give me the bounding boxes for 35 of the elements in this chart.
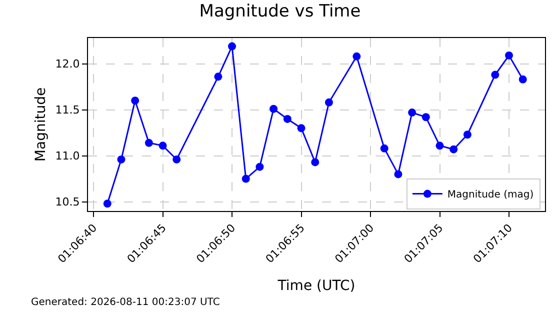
x-axis-title: Time (UTC) xyxy=(276,278,356,294)
point xyxy=(504,51,513,60)
point xyxy=(131,96,140,105)
point xyxy=(270,104,278,113)
point xyxy=(297,124,306,132)
y-tick-label: 10.5 xyxy=(55,196,80,209)
legend-label: Magnitude (mag) xyxy=(447,190,534,201)
point xyxy=(380,144,388,152)
point xyxy=(311,158,320,166)
point xyxy=(352,52,361,60)
point xyxy=(394,170,402,178)
point xyxy=(422,113,430,122)
point xyxy=(242,174,250,183)
point xyxy=(158,142,167,150)
y-tick-label: 11.5 xyxy=(55,104,80,117)
point xyxy=(518,75,527,84)
point xyxy=(324,98,333,106)
y-axis-title: Magnitude xyxy=(32,87,49,162)
point xyxy=(172,155,181,164)
chart-title: Magnitude vs Time xyxy=(199,2,361,22)
text: Generated: 2026-08-11 00:23:07 UTC xyxy=(31,297,220,308)
point xyxy=(256,162,264,171)
point xyxy=(103,200,112,208)
point xyxy=(283,114,292,123)
point xyxy=(214,72,222,81)
point xyxy=(228,42,236,50)
point xyxy=(491,70,500,79)
point xyxy=(463,130,472,139)
y-tick-label: 11.0 xyxy=(55,150,80,163)
y-tick-label: 12.0 xyxy=(55,58,80,71)
point xyxy=(144,138,153,147)
point xyxy=(436,142,444,150)
point xyxy=(408,108,416,117)
point xyxy=(450,145,458,154)
point xyxy=(117,155,126,164)
